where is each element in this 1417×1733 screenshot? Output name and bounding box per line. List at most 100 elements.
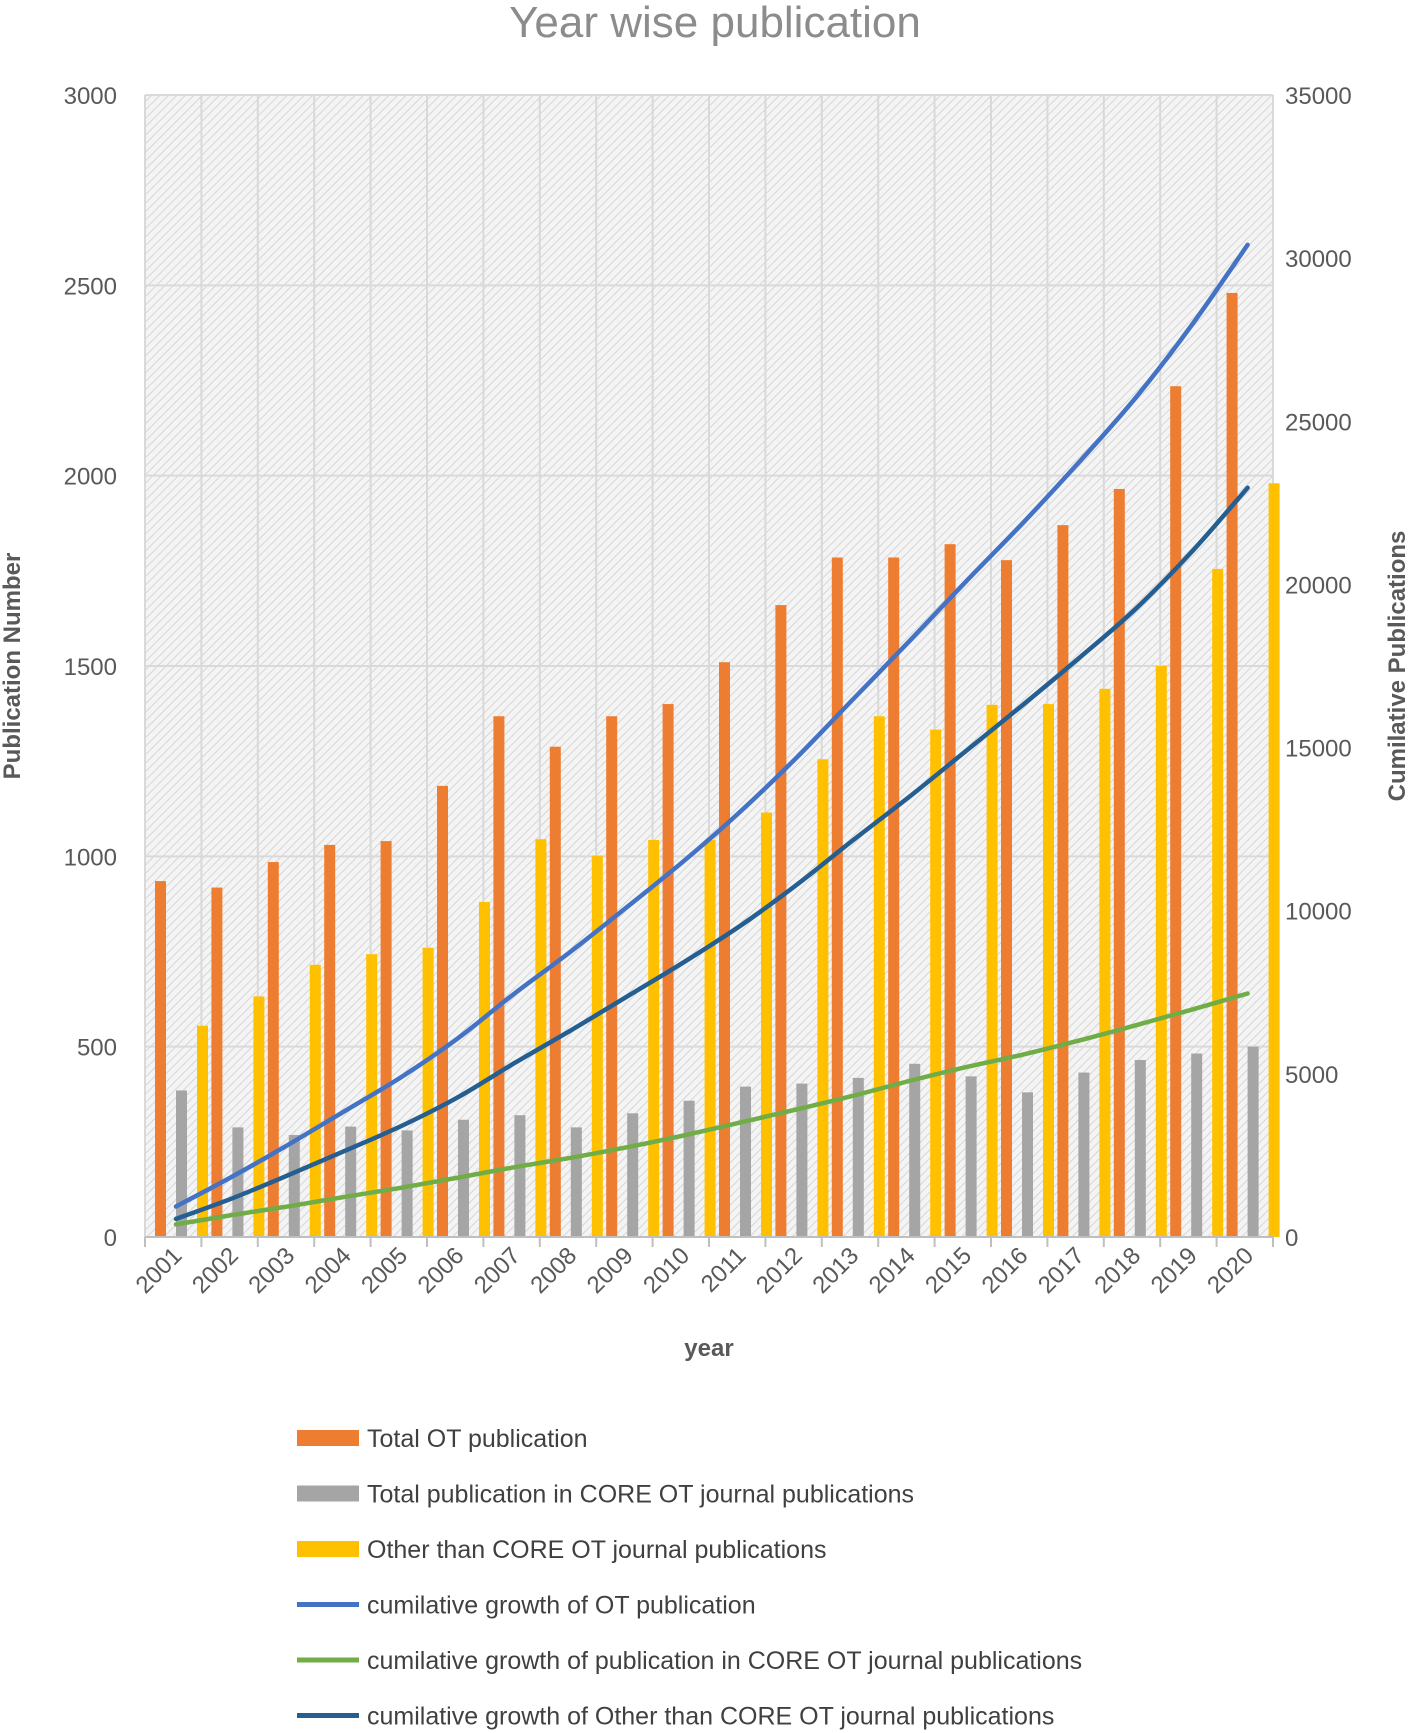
x-tick-label: 2013	[807, 1242, 864, 1299]
bar-core-ot	[627, 1113, 639, 1237]
bar-other-than-core	[1099, 688, 1111, 1237]
legend-item-core-ot: Total publication in CORE OT journal pub…	[297, 1481, 914, 1509]
y2-tick-label: 35000	[1285, 83, 1352, 110]
bar-other-than-core	[253, 996, 265, 1237]
bar-core-ot	[740, 1086, 751, 1237]
bar-total-ot	[1113, 488, 1125, 1237]
bar-other-than-core	[1268, 483, 1280, 1237]
bar-other-than-core	[591, 855, 603, 1237]
bar-core-ot	[401, 1130, 413, 1237]
bar-core-ot	[345, 1126, 357, 1237]
bar-total-ot	[775, 605, 787, 1237]
bar-total-ot	[1057, 525, 1069, 1237]
legend-label: Other than CORE OT journal publications	[367, 1536, 827, 1564]
x-tick-label: 2002	[187, 1242, 244, 1299]
bar-other-than-core	[535, 839, 547, 1237]
bar-core-ot	[570, 1127, 582, 1237]
bar-other-than-core	[817, 759, 829, 1237]
axes	[144, 1236, 1274, 1247]
legend-label: Total publication in CORE OT journal pub…	[367, 1481, 914, 1509]
legend-label: Total OT publication	[367, 1425, 588, 1453]
bar-total-ot	[549, 746, 561, 1237]
bar-other-than-core	[309, 964, 321, 1237]
bar-core-ot	[1078, 1072, 1090, 1237]
x-tick-label: 2001	[131, 1242, 188, 1299]
x-tick-label: 2009	[582, 1242, 639, 1299]
x-tick-label: 2005	[356, 1242, 413, 1299]
y2-tick-label: 15000	[1285, 736, 1352, 763]
line-cumulative-core-ot	[173, 991, 1250, 1227]
bar-total-ot	[1001, 560, 1012, 1237]
bar-other-than-core	[479, 902, 490, 1237]
bar-other-than-core	[704, 839, 716, 1237]
x-tick-label: 2011	[696, 1242, 752, 1298]
bar-other-than-core	[648, 839, 660, 1237]
legend-label: cumilative growth of OT publication	[367, 1592, 756, 1620]
bar-core-ot	[796, 1083, 808, 1237]
legend-item-cumulative-other-than-core: cumilative growth of Other than CORE OT …	[297, 1703, 1054, 1731]
y-tick-label: 0	[104, 1225, 117, 1252]
bar-core-ot	[852, 1077, 864, 1237]
legend: Total OT publication Total publication in…	[297, 1425, 1082, 1731]
line-cumulative-other-than-core	[173, 485, 1250, 1222]
bar-total-ot	[1226, 292, 1238, 1237]
y-axis-title: Publication Number	[0, 553, 26, 780]
bar-total-ot	[155, 881, 166, 1237]
y2-tick-label: 5000	[1285, 1062, 1338, 1089]
bar-core-ot	[514, 1115, 526, 1237]
bar-total-ot	[719, 662, 730, 1237]
bar-other-than-core	[197, 1025, 208, 1237]
bar-other-than-core	[873, 716, 885, 1237]
bar-other-than-core	[1155, 666, 1167, 1237]
bar-other-than-core	[930, 729, 942, 1237]
bar-other-than-core	[422, 947, 434, 1237]
legend-swatch	[297, 1541, 359, 1557]
bar-other-than-core	[1043, 704, 1054, 1237]
bar-total-ot	[437, 785, 448, 1237]
y-tick-label: 3000	[64, 83, 117, 110]
x-tick-label: 2007	[469, 1242, 526, 1299]
bar-total-ot	[606, 716, 618, 1237]
bar-core-ot	[1134, 1059, 1146, 1237]
bar-core-ot	[232, 1127, 244, 1237]
x-tick-label: 2019	[1146, 1242, 1203, 1299]
y2-tick-label: 25000	[1285, 409, 1352, 436]
legend-item-total-ot: Total OT publication	[297, 1425, 588, 1453]
legend-swatch	[297, 1430, 359, 1446]
y-tick-label: 1000	[64, 844, 117, 871]
x-axis-title: year	[684, 1335, 733, 1362]
x-tick-label: 2015	[920, 1242, 977, 1299]
bar-total-ot	[324, 844, 336, 1237]
legend-item-cumulative-core-ot: cumilative growth of publication in CORE…	[297, 1647, 1082, 1675]
bar-core-ot	[1191, 1053, 1203, 1237]
line-cumulative-ot	[173, 242, 1250, 1209]
y2-tick-label: 30000	[1285, 246, 1352, 273]
bar-other-than-core	[986, 704, 998, 1237]
x-tick-label: 2010	[638, 1242, 695, 1299]
legend-label: cumilative growth of Other than CORE OT …	[367, 1703, 1054, 1731]
x-tick-label: 2018	[1089, 1242, 1146, 1299]
x-tick-label: 2004	[300, 1242, 357, 1299]
y2-axis-title: Cumilative Publications	[1384, 531, 1411, 802]
bars	[155, 292, 1280, 1238]
x-tick-label: 2020	[1202, 1242, 1259, 1299]
y-tick-label: 2000	[64, 464, 117, 491]
bar-core-ot	[909, 1063, 921, 1237]
legend-label: cumilative growth of publication in CORE…	[367, 1647, 1082, 1675]
bar-core-ot	[176, 1090, 187, 1237]
y-tick-label: 500	[77, 1035, 117, 1062]
bar-other-than-core	[1212, 568, 1224, 1237]
x-tick-label: 2017	[1033, 1242, 1090, 1299]
chart-title: Year wise publication	[509, 0, 921, 47]
bar-total-ot	[493, 716, 505, 1237]
x-tick-label: 2012	[751, 1242, 808, 1299]
bar-total-ot	[267, 862, 279, 1237]
bar-total-ot	[831, 557, 843, 1237]
x-tick-label: 2003	[243, 1242, 300, 1299]
legend-swatch	[297, 1485, 359, 1502]
bar-core-ot	[965, 1076, 977, 1237]
series-lines	[173, 242, 1250, 1227]
bar-other-than-core	[761, 812, 772, 1237]
bar-core-ot	[683, 1100, 695, 1237]
